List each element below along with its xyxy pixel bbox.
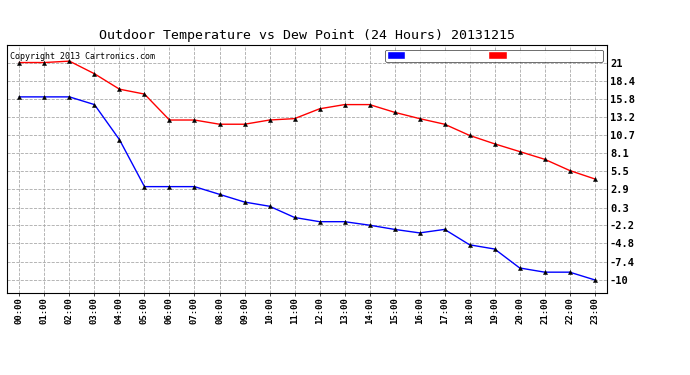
Title: Outdoor Temperature vs Dew Point (24 Hours) 20131215: Outdoor Temperature vs Dew Point (24 Hou… bbox=[99, 30, 515, 42]
Text: Copyright 2013 Cartronics.com: Copyright 2013 Cartronics.com bbox=[10, 53, 155, 62]
Legend: Dew Point (°F), Temperature (°F): Dew Point (°F), Temperature (°F) bbox=[385, 50, 602, 62]
